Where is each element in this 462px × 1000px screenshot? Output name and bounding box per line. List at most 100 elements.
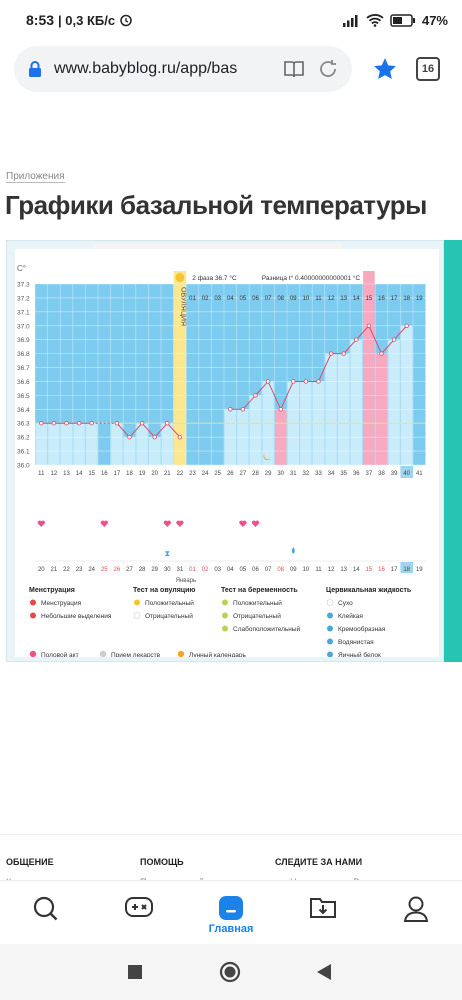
breadcrumb[interactable]: Приложения xyxy=(6,171,65,183)
cycle-day-label: 16 xyxy=(101,471,108,477)
profile-icon xyxy=(403,896,429,922)
date-label: 07 xyxy=(265,567,272,573)
temp-bar xyxy=(48,423,60,465)
date-label: 29 xyxy=(151,567,158,573)
extra-legend-icon xyxy=(177,650,185,658)
alarm-icon xyxy=(120,14,132,27)
horizontal-scrollbar[interactable] xyxy=(93,243,343,249)
menstruation-header-cell xyxy=(363,271,375,284)
pregnancy-test-legend-item: Положительный xyxy=(233,599,282,607)
recents-button[interactable] xyxy=(127,964,143,980)
cycle-day-label: 29 xyxy=(265,471,272,477)
search-icon xyxy=(34,896,58,921)
ovulation-test-legend-item: Положительный xyxy=(145,599,194,607)
url-text[interactable]: www.babyblog.ru/app/bas xyxy=(54,60,238,77)
cervical-fluid-legend-icon xyxy=(326,599,334,606)
date-label: 26 xyxy=(114,567,121,573)
date-label: 13 xyxy=(340,567,347,573)
battery-level: 47% xyxy=(421,12,448,28)
date-label: 01 xyxy=(189,567,196,573)
date-label: 14 xyxy=(353,567,360,573)
date-label: 19 xyxy=(416,567,423,573)
cycle-day-label: 13 xyxy=(63,471,70,477)
nav-downloads[interactable] xyxy=(277,881,369,944)
temperature-point xyxy=(391,337,397,342)
y-tick-label: 36.7 xyxy=(17,365,30,372)
reload-icon[interactable] xyxy=(316,57,340,81)
cycle-day-label: 20 xyxy=(151,471,158,477)
tab-switcher-button[interactable]: 16 xyxy=(416,57,440,81)
nav-games[interactable] xyxy=(92,881,184,944)
reader-mode-icon[interactable] xyxy=(282,57,306,81)
phase2-day-label: 07 xyxy=(265,296,272,302)
date-label: 03 xyxy=(214,567,221,573)
cycle-day-label: 31 xyxy=(290,471,297,477)
date-label: 11 xyxy=(315,567,322,573)
y-tick-label: 36.3 xyxy=(17,421,30,428)
temperature-point xyxy=(303,379,309,384)
bbt-chart[interactable]: C° ОВУЛЯЦИЯ 37.3 37.2 37.1 37.0 36.9 36.8 36.7 36… xyxy=(15,249,439,659)
hourglass-icon: ⧗ xyxy=(164,549,170,558)
menstruation-legend-item: Небольшие выделения xyxy=(41,612,112,620)
diff-label: Разница t° 0.40000000000001 °C xyxy=(262,274,361,282)
nav-profile[interactable] xyxy=(370,881,462,944)
cycle-day-label: 18 xyxy=(126,471,133,477)
page-title: Графики базальной температуры xyxy=(5,190,427,220)
cervical-fluid-legend-item: Сухо xyxy=(338,600,353,607)
phase2-day-label: 03 xyxy=(214,296,221,302)
y-tick-label: 36.2 xyxy=(17,435,30,442)
phase2-day-label: 04 xyxy=(227,296,234,302)
phase2-day-label: 01 xyxy=(189,296,196,302)
phase-header xyxy=(35,271,426,284)
intercourse-heart-icon xyxy=(176,520,184,527)
cycle-day-label: 11 xyxy=(38,471,45,477)
temperature-point xyxy=(177,434,183,440)
menstruation-column xyxy=(363,284,375,326)
address-bar[interactable]: www.babyblog.ru/app/bas xyxy=(14,46,352,92)
date-label: 02 xyxy=(202,567,209,573)
today-date-highlight xyxy=(400,562,413,573)
temperature-point xyxy=(64,421,69,426)
home-button[interactable] xyxy=(219,961,241,983)
wifi-icon xyxy=(366,14,384,27)
cycle-day-label: 33 xyxy=(315,471,322,477)
signal-icon xyxy=(342,14,358,27)
nav-home-label: Главная xyxy=(208,923,254,935)
home-icon xyxy=(219,896,244,920)
cervical-fluid-legend-icon xyxy=(327,625,333,632)
folder-download-icon xyxy=(310,898,337,918)
moon-icon xyxy=(263,453,272,461)
y-tick-label: 36.1 xyxy=(17,449,30,456)
side-panel-edge[interactable] xyxy=(444,240,462,662)
date-label: 27 xyxy=(126,567,133,573)
current-day-highlight xyxy=(400,466,413,478)
temp-bar xyxy=(111,423,123,465)
y-tick-label: 36.9 xyxy=(17,337,30,344)
nav-search[interactable] xyxy=(0,881,92,944)
phase2-day-label: 17 xyxy=(391,296,398,302)
cycle-day-label: 30 xyxy=(277,471,284,477)
back-button[interactable] xyxy=(316,963,332,981)
temperature-point xyxy=(366,323,372,328)
date-label: 30 xyxy=(164,567,171,573)
y-tick-label: 36.6 xyxy=(17,379,30,386)
ovulation-test-legend-title: Тест на овуляцию xyxy=(133,587,195,594)
ovulation-test-legend-icon xyxy=(133,612,141,619)
extra-legend-icon xyxy=(29,650,37,658)
phase2-day-label: 11 xyxy=(315,296,322,302)
pregnancy-test-legend-item: Отрицательный xyxy=(233,612,281,620)
cycle-day-label: 17 xyxy=(114,471,121,477)
pregnancy-test-legend-title: Тест на беременность xyxy=(221,586,298,594)
date-label: 21 xyxy=(51,567,58,573)
temperature-point xyxy=(114,421,120,426)
pregnancy-test-legend-icon xyxy=(222,625,228,632)
bookmark-star-icon[interactable] xyxy=(372,56,398,82)
phase2-day-label: 12 xyxy=(328,296,335,302)
cycle-day-label: 26 xyxy=(227,471,234,477)
cervical-fluid-legend-item: Яичный белок xyxy=(338,651,381,657)
nav-home[interactable]: Главная xyxy=(185,881,277,944)
cervical-fluid-legend-item: Клейкая xyxy=(338,612,363,620)
cycle-day-label: 19 xyxy=(139,471,146,477)
temperature-point xyxy=(39,421,44,426)
temperature-point xyxy=(127,434,132,440)
